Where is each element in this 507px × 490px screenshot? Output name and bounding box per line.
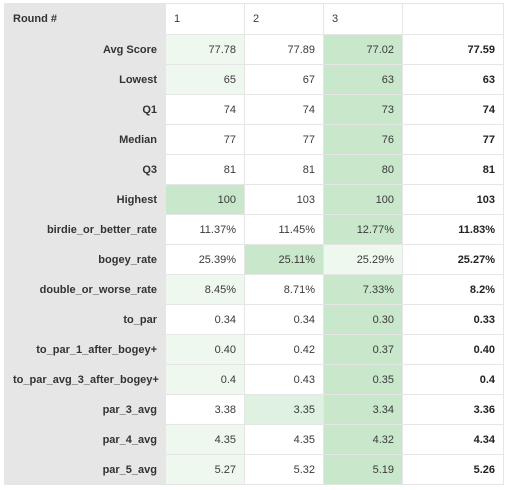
total-cell: 63 xyxy=(402,64,504,95)
round-2-cell: 77.89 xyxy=(244,34,324,65)
table-row: double_or_worse_rate 8.45% 8.71% 7.33% 8.2% xyxy=(4,274,504,305)
table-row: par_3_avg 3.38 3.35 3.34 3.36 xyxy=(4,394,504,425)
round-stats-table: Round # 1 2 3 Avg Score 77.78 77.89 77.02 77… xyxy=(4,3,504,485)
round-3-cell: 3.34 xyxy=(323,394,403,425)
total-cell: 0.40 xyxy=(402,334,504,365)
table-row: to_par_1_after_bogey+ 0.40 0.42 0.37 0.40 xyxy=(4,334,504,365)
round-1-cell: 11.37% xyxy=(165,214,245,245)
total-cell: 5.26 xyxy=(402,454,504,485)
round-1-cell: 0.4 xyxy=(165,364,245,395)
round-3-cell: 0.35 xyxy=(323,364,403,395)
round-1-cell: 8.45% xyxy=(165,274,245,305)
total-cell: 0.4 xyxy=(402,364,504,395)
round-2-cell: 8.71% xyxy=(244,274,324,305)
round-3-cell: 73 xyxy=(323,94,403,125)
row-label: birdie_or_better_rate xyxy=(4,214,166,245)
row-label: to_par_1_after_bogey+ xyxy=(4,334,166,365)
total-cell: 103 xyxy=(402,184,504,215)
table-row: birdie_or_better_rate 11.37% 11.45% 12.77% 1… xyxy=(4,214,504,245)
total-cell: 3.36 xyxy=(402,394,504,425)
round-2-cell: 67 xyxy=(244,64,324,95)
table-row: Q3 81 81 80 81 xyxy=(4,154,504,185)
column-header-round-3[interactable]: 3 xyxy=(323,3,403,35)
row-label: to_par xyxy=(4,304,166,335)
round-number-header: Round # xyxy=(4,3,166,35)
table-row: to_par 0.34 0.34 0.30 0.33 xyxy=(4,304,504,335)
table-row: Avg Score 77.78 77.89 77.02 77.59 xyxy=(4,34,504,65)
round-3-cell: 7.33% xyxy=(323,274,403,305)
total-cell: 81 xyxy=(402,154,504,185)
table-row: Median 77 77 76 77 xyxy=(4,124,504,155)
round-1-cell: 5.27 xyxy=(165,454,245,485)
table-row: to_par_avg_3_after_bogey+ 0.4 0.43 0.35 0.4 xyxy=(4,364,504,395)
stats-table-container: Round # 1 2 3 Avg Score 77.78 77.89 77.02 77… xyxy=(4,3,504,487)
row-label: Q3 xyxy=(4,154,166,185)
round-1-cell: 81 xyxy=(165,154,245,185)
row-label: Avg Score xyxy=(4,34,166,65)
table-row: par_5_avg 5.27 5.32 5.19 5.26 xyxy=(4,454,504,485)
total-cell: 4.34 xyxy=(402,424,504,455)
column-header-round-2[interactable]: 2 xyxy=(244,3,324,35)
round-3-cell: 4.32 xyxy=(323,424,403,455)
round-2-cell: 4.35 xyxy=(244,424,324,455)
round-3-cell: 12.77% xyxy=(323,214,403,245)
table-row: Highest 100 103 100 103 xyxy=(4,184,504,215)
round-2-cell: 0.43 xyxy=(244,364,324,395)
round-1-cell: 0.34 xyxy=(165,304,245,335)
row-label: Median xyxy=(4,124,166,155)
round-2-cell: 81 xyxy=(244,154,324,185)
round-1-cell: 25.39% xyxy=(165,244,245,275)
round-2-cell: 0.42 xyxy=(244,334,324,365)
round-1-cell: 100 xyxy=(165,184,245,215)
row-label: par_4_avg xyxy=(4,424,166,455)
header-row: Round # 1 2 3 xyxy=(4,3,504,35)
round-3-cell: 77.02 xyxy=(323,34,403,65)
row-label: Lowest xyxy=(4,64,166,95)
total-cell: 74 xyxy=(402,94,504,125)
row-label: Q1 xyxy=(4,94,166,125)
round-3-cell: 76 xyxy=(323,124,403,155)
table-row: Lowest 65 67 63 63 xyxy=(4,64,504,95)
table-row: par_4_avg 4.35 4.35 4.32 4.34 xyxy=(4,424,504,455)
round-3-cell: 80 xyxy=(323,154,403,185)
round-3-cell: 0.30 xyxy=(323,304,403,335)
round-1-cell: 77 xyxy=(165,124,245,155)
round-1-cell: 65 xyxy=(165,64,245,95)
row-label: par_3_avg xyxy=(4,394,166,425)
table-body: Avg Score 77.78 77.89 77.02 77.59 Lowest 65 67 6… xyxy=(4,34,504,485)
round-2-cell: 3.35 xyxy=(244,394,324,425)
round-1-cell: 77.78 xyxy=(165,34,245,65)
column-header-total[interactable] xyxy=(402,3,504,35)
row-label: bogey_rate xyxy=(4,244,166,275)
round-3-cell: 5.19 xyxy=(323,454,403,485)
row-label: par_5_avg xyxy=(4,454,166,485)
round-1-cell: 4.35 xyxy=(165,424,245,455)
row-label: Highest xyxy=(4,184,166,215)
round-1-cell: 3.38 xyxy=(165,394,245,425)
round-1-cell: 0.40 xyxy=(165,334,245,365)
round-2-cell: 5.32 xyxy=(244,454,324,485)
total-cell: 77 xyxy=(402,124,504,155)
column-header-round-1[interactable]: 1 xyxy=(165,3,245,35)
round-2-cell: 25.11% xyxy=(244,244,324,275)
round-2-cell: 74 xyxy=(244,94,324,125)
total-cell: 0.33 xyxy=(402,304,504,335)
round-2-cell: 77 xyxy=(244,124,324,155)
total-cell: 11.83% xyxy=(402,214,504,245)
table-row: Q1 74 74 73 74 xyxy=(4,94,504,125)
row-label: to_par_avg_3_after_bogey+ xyxy=(4,364,166,395)
total-cell: 8.2% xyxy=(402,274,504,305)
total-cell: 77.59 xyxy=(402,34,504,65)
table-row: bogey_rate 25.39% 25.11% 25.29% 25.27% xyxy=(4,244,504,275)
total-cell: 25.27% xyxy=(402,244,504,275)
round-3-cell: 63 xyxy=(323,64,403,95)
round-2-cell: 11.45% xyxy=(244,214,324,245)
round-3-cell: 100 xyxy=(323,184,403,215)
row-label: double_or_worse_rate xyxy=(4,274,166,305)
round-3-cell: 25.29% xyxy=(323,244,403,275)
round-2-cell: 103 xyxy=(244,184,324,215)
round-2-cell: 0.34 xyxy=(244,304,324,335)
round-3-cell: 0.37 xyxy=(323,334,403,365)
round-1-cell: 74 xyxy=(165,94,245,125)
